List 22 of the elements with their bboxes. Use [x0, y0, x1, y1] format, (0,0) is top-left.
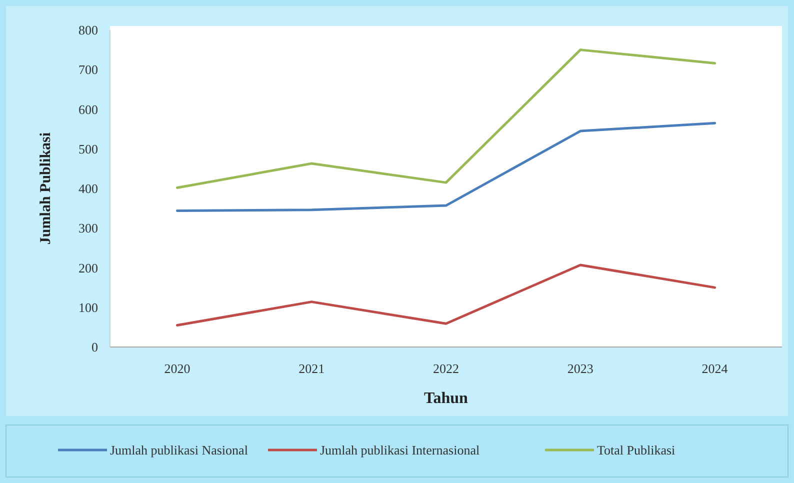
legend-label: Jumlah publikasi Internasional — [320, 442, 480, 458]
line-series — [176, 48, 716, 189]
y-axis-title: Jumlah Publikasi — [38, 132, 54, 245]
x-axis-title: Tahun — [424, 390, 468, 407]
y-tick-label: 400 — [78, 181, 98, 196]
line-series — [176, 264, 716, 326]
legend-label: Total Publikasi — [597, 442, 676, 458]
legend-label: Jumlah publikasi Nasional — [110, 442, 248, 458]
x-tick-label: 2024 — [702, 361, 728, 376]
x-tick-label: 2021 — [298, 361, 325, 376]
y-tick-label: 800 — [78, 22, 98, 38]
y-tick-label: 600 — [78, 102, 98, 117]
y-tick-label: 300 — [78, 220, 98, 236]
y-tick-label: 100 — [78, 300, 98, 315]
x-tick-label: 2022 — [433, 361, 459, 376]
y-tick-label: 500 — [78, 141, 98, 156]
y-tick-label: 0 — [92, 340, 98, 355]
x-tick-label: 2023 — [567, 361, 594, 376]
y-tick-label: 200 — [78, 260, 98, 276]
y-tick-label: 700 — [78, 62, 98, 78]
x-tick-label: 2020 — [164, 361, 190, 376]
line-series — [176, 122, 716, 212]
